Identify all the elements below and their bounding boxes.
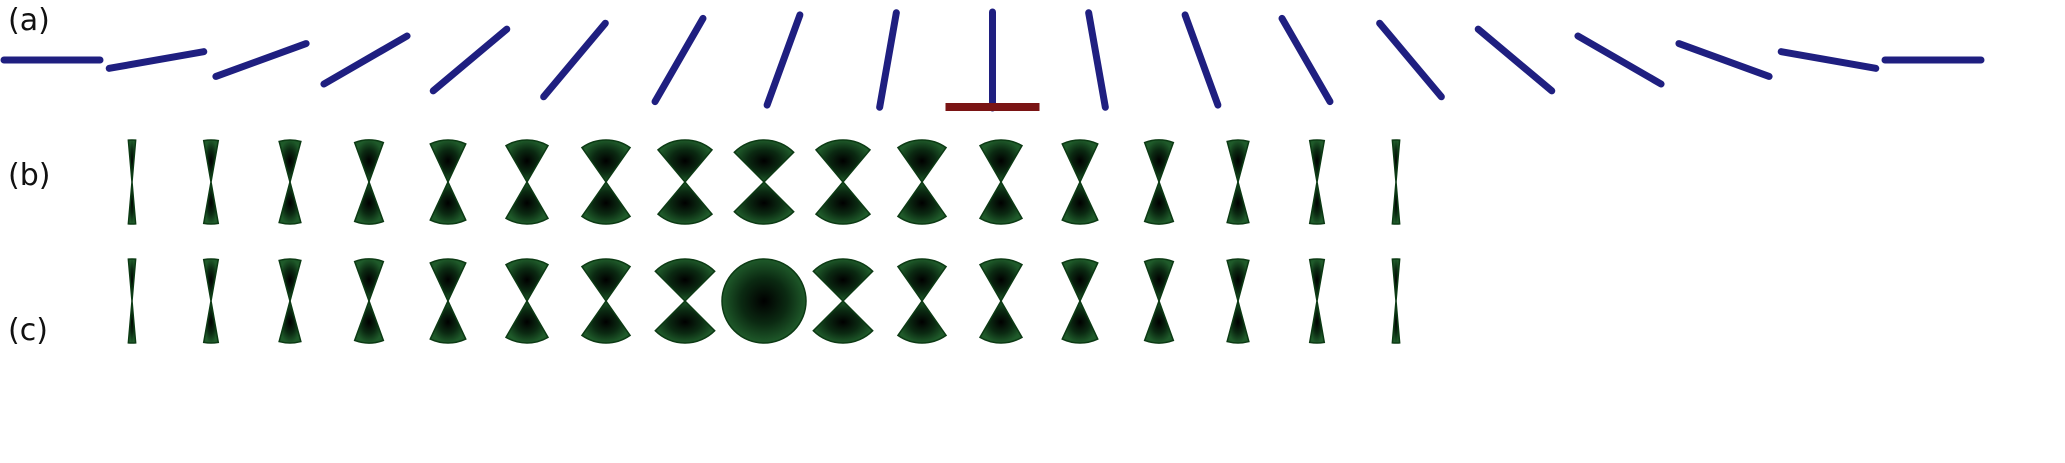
cone-c-16 (1391, 258, 1401, 344)
rod-13 (1376, 19, 1445, 101)
rod-1 (105, 48, 208, 72)
cone-c-5 (504, 258, 550, 344)
panel-label-a: (a) (8, 3, 50, 38)
rod-16 (1675, 40, 1773, 80)
row-b-cones (127, 139, 1401, 225)
rod-2 (212, 40, 310, 80)
cone-b-16 (1391, 139, 1401, 225)
cone-c-2 (278, 258, 302, 344)
cone-b-4 (429, 139, 467, 225)
cone-c-14 (1226, 258, 1250, 344)
cone-c-3 (353, 258, 385, 344)
cone-b-14 (1226, 139, 1250, 225)
row-a-rods (0, 8, 1985, 112)
cone-b-11 (978, 139, 1024, 225)
cone-c-8 (721, 258, 807, 344)
cone-b-0 (127, 139, 137, 225)
panel-label-b: (b) (8, 158, 50, 193)
rod-3 (320, 32, 411, 88)
cone-c-7 (654, 258, 716, 344)
cone-c-12 (1061, 258, 1099, 344)
cone-c-4 (429, 258, 467, 344)
rod-4 (429, 25, 511, 95)
cone-b-12 (1061, 139, 1099, 225)
row-c-cones (127, 258, 1401, 344)
rod-12 (1278, 14, 1334, 106)
cone-c-10 (896, 258, 948, 344)
cone-b-10 (896, 139, 948, 225)
cone-b-13 (1143, 139, 1175, 225)
rod-7 (763, 11, 804, 109)
cone-b-6 (580, 139, 632, 225)
cone-b-2 (278, 139, 302, 225)
reference-bar (945, 103, 1040, 111)
cone-c-9 (812, 258, 874, 344)
rod-14 (1474, 25, 1556, 95)
rod-11 (1181, 11, 1222, 109)
rod-5 (540, 19, 609, 101)
cone-c-0 (127, 258, 137, 344)
rod-10 (1085, 9, 1109, 111)
rod-17 (1777, 48, 1880, 72)
rod-6 (651, 14, 707, 106)
cone-b-7 (656, 139, 714, 225)
cone-c-1 (202, 258, 220, 344)
cone-b-1 (202, 139, 220, 225)
rod-8 (876, 9, 900, 111)
cone-b-15 (1308, 139, 1326, 225)
cone-c-6 (580, 258, 632, 344)
rod-15 (1574, 32, 1665, 88)
cone-b-8 (733, 139, 795, 225)
cone-b-9 (814, 139, 872, 225)
cone-c-11 (978, 258, 1024, 344)
cone-c-15 (1308, 258, 1326, 344)
panel-label-c: (c) (8, 313, 48, 348)
cone-c-13 (1143, 258, 1175, 344)
cone-b-5 (504, 139, 550, 225)
cone-b-3 (353, 139, 385, 225)
